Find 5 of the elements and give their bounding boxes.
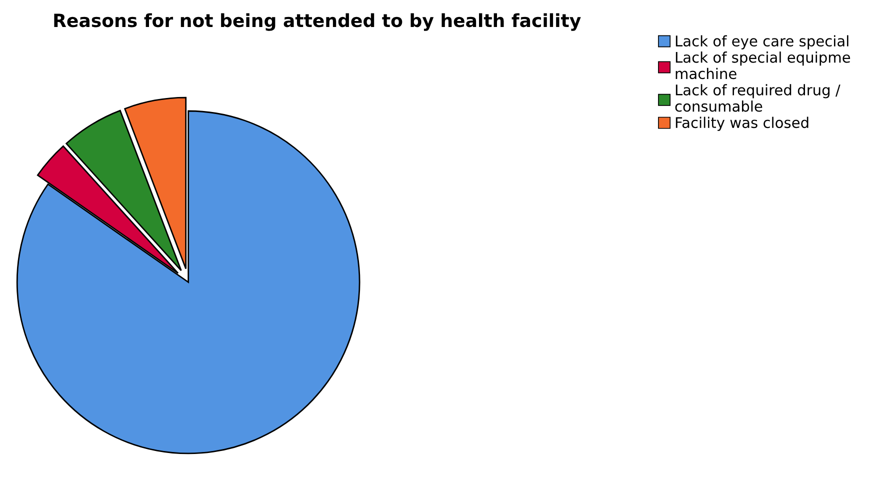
legend-label: Lack of eye care special	[676, 35, 848, 50]
legend-label: Facility was closed	[676, 116, 808, 131]
legend-label: Lack of required drug / consumable	[675, 84, 840, 112]
chart-title: Reasons for not being attended to by health facility	[54, 13, 581, 31]
legend-label: Lack of special equipme machine	[676, 52, 850, 80]
